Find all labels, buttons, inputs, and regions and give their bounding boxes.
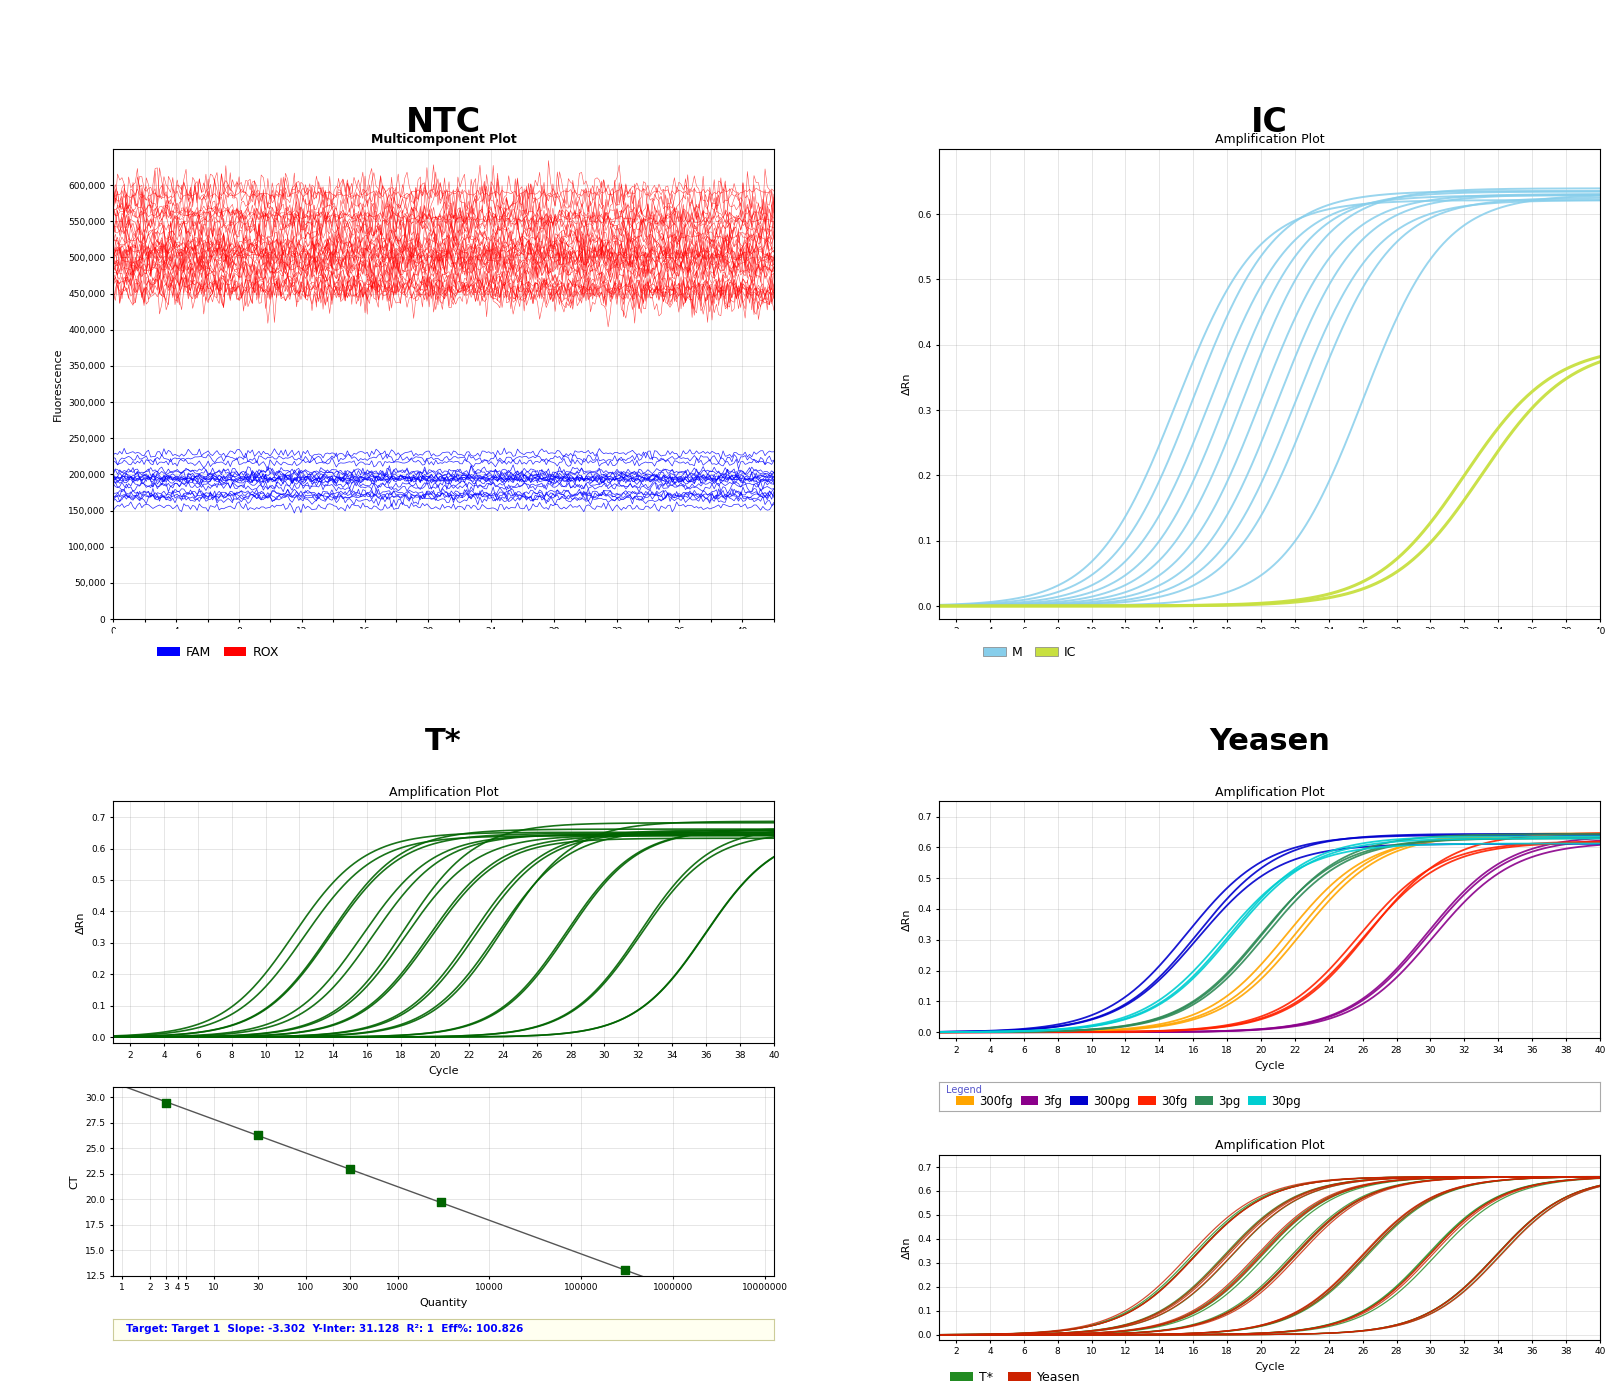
Legend: M, IC: M, IC — [978, 641, 1081, 664]
Title: Amplification Plot: Amplification Plot — [1215, 1139, 1324, 1153]
X-axis label: Quantity: Quantity — [419, 1298, 467, 1308]
X-axis label: Cycle: Cycle — [1254, 641, 1285, 652]
Y-axis label: ΔRn: ΔRn — [902, 373, 911, 395]
Point — [612, 1259, 638, 1282]
X-axis label: Cycle: Cycle — [1254, 1061, 1285, 1070]
Title: Amplification Plot: Amplification Plot — [389, 786, 498, 798]
X-axis label: Cycle: Cycle — [1254, 1362, 1285, 1371]
Legend: FAM, ROX: FAM, ROX — [152, 641, 284, 664]
Title: Amplification Plot: Amplification Plot — [1215, 786, 1324, 798]
Point — [428, 1192, 454, 1214]
Text: Legend: Legend — [945, 1084, 981, 1095]
Point — [154, 1091, 179, 1113]
Y-axis label: ΔRn: ΔRn — [76, 911, 86, 934]
Text: NTC: NTC — [406, 106, 482, 139]
Point — [246, 1124, 271, 1146]
Legend: T*, Yeasen: T*, Yeasen — [945, 1366, 1086, 1381]
Text: Target: Target 1  Slope: -3.302  Y-Inter: 31.128  R²: 1  Eff%: 100.826: Target: Target 1 Slope: -3.302 Y-Inter: … — [126, 1324, 524, 1334]
Title: Amplification Plot: Amplification Plot — [1215, 134, 1324, 146]
Point — [336, 1157, 362, 1179]
Y-axis label: ΔRn: ΔRn — [902, 909, 911, 931]
Y-axis label: CT: CT — [69, 1174, 79, 1189]
Text: IC: IC — [1251, 106, 1288, 139]
Text: T*: T* — [425, 728, 462, 757]
Legend: 300fg, 3fg, 300pg, 30fg, 3pg, 30pg: 300fg, 3fg, 300pg, 30fg, 3pg, 30pg — [952, 1090, 1306, 1112]
X-axis label: Cycle: Cycle — [428, 1066, 459, 1076]
Text: Yeasen: Yeasen — [1209, 728, 1330, 757]
X-axis label: Cycle: Cycle — [428, 641, 459, 652]
Y-axis label: ΔRn: ΔRn — [902, 1236, 911, 1258]
Title: Multicomponent Plot: Multicomponent Plot — [370, 134, 517, 146]
Y-axis label: Fluorescence: Fluorescence — [53, 347, 63, 421]
